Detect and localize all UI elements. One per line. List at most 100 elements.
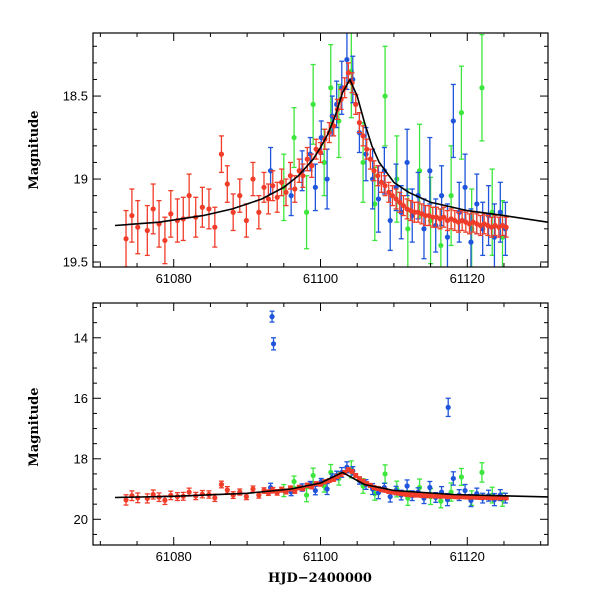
red-point xyxy=(378,179,385,185)
x-axis-label: HJD−2400000 xyxy=(268,571,372,586)
red-point xyxy=(224,181,230,187)
green-point xyxy=(360,159,366,166)
green-point xyxy=(458,110,465,116)
blue-point xyxy=(450,118,456,124)
red-point xyxy=(411,209,418,215)
red-point xyxy=(270,183,276,189)
red-point xyxy=(230,209,236,215)
red-point xyxy=(129,212,135,219)
blue-point xyxy=(404,483,410,489)
red-point xyxy=(162,237,168,244)
red-point xyxy=(353,101,359,107)
red-point xyxy=(144,227,150,234)
red-point xyxy=(364,146,370,152)
blue-point xyxy=(427,484,433,491)
red-point xyxy=(243,494,249,500)
red-point xyxy=(503,224,509,230)
plot-area xyxy=(114,310,548,509)
red-point xyxy=(441,214,447,220)
bottom-y-axis-label: Magnitude xyxy=(27,387,42,466)
blue-point xyxy=(404,159,410,166)
red-point xyxy=(279,179,285,185)
y-tick-label: 18.5 xyxy=(63,89,88,104)
red-point xyxy=(309,163,315,169)
red-point xyxy=(296,168,302,174)
model-curve xyxy=(114,471,548,499)
green-point xyxy=(303,209,310,215)
x-tick-label: 61100 xyxy=(303,271,338,286)
red-point xyxy=(243,217,249,224)
green-point xyxy=(438,498,444,504)
bottom-panel: 61080 61100 61120 14 16 18 20 xyxy=(74,302,549,564)
y-tick-label: 20 xyxy=(74,512,88,527)
red-point xyxy=(162,497,168,503)
red-point xyxy=(382,183,388,189)
outlier-point xyxy=(270,341,277,347)
blue-point xyxy=(444,234,451,240)
red-point xyxy=(186,193,192,199)
red-point xyxy=(250,486,256,492)
blue-point xyxy=(450,475,456,482)
red-point xyxy=(168,492,174,498)
blue-point xyxy=(462,487,468,494)
x-tick-label: 61080 xyxy=(156,549,192,564)
green-point xyxy=(405,226,411,232)
green-point xyxy=(291,478,297,485)
y-tick-label: 19.5 xyxy=(63,255,88,270)
red-point xyxy=(292,488,298,494)
blue-point xyxy=(497,209,503,215)
red-point xyxy=(150,491,156,498)
green-point xyxy=(448,193,454,199)
red-point xyxy=(206,206,212,212)
green-point xyxy=(479,85,485,91)
green-point xyxy=(303,492,310,498)
y-tick-label: 14 xyxy=(74,330,88,345)
red-point xyxy=(199,204,205,210)
y-tick-label: 19 xyxy=(74,172,88,187)
green-point xyxy=(458,474,465,480)
blue-point xyxy=(462,184,468,190)
blue-point xyxy=(324,486,330,492)
red-point xyxy=(422,212,429,219)
red-point xyxy=(212,224,218,230)
red-point xyxy=(168,211,174,217)
red-point xyxy=(304,156,310,162)
blue-point xyxy=(474,201,480,207)
red-point xyxy=(261,184,267,190)
red-point xyxy=(356,120,362,126)
green-point xyxy=(394,176,400,182)
green-point xyxy=(438,242,444,249)
green-point xyxy=(382,471,388,477)
red-point xyxy=(123,236,129,242)
green-point xyxy=(310,101,316,107)
red-point xyxy=(360,133,366,139)
red-point xyxy=(313,146,319,152)
red-point xyxy=(212,495,218,501)
y-tick-label: 16 xyxy=(74,391,88,406)
plot-area xyxy=(114,33,548,267)
blue-point xyxy=(312,184,318,190)
red-point xyxy=(218,481,225,488)
red-point xyxy=(345,70,351,76)
blue-point xyxy=(468,239,474,245)
top-panel: 61080 61100 61120 18.5 19 19.5 xyxy=(63,32,549,286)
green-point xyxy=(321,159,327,166)
blue-point xyxy=(427,168,433,174)
red-point xyxy=(300,173,306,179)
red-point xyxy=(256,492,262,498)
blue-point xyxy=(387,494,393,500)
red-point xyxy=(397,199,403,205)
outlier-point xyxy=(269,314,275,320)
red-point xyxy=(218,151,225,157)
blue-point xyxy=(288,193,294,199)
blue-point xyxy=(438,193,445,199)
y-tick-label: 18 xyxy=(74,451,88,466)
red-point xyxy=(393,196,399,202)
x-tick-label: 61100 xyxy=(303,549,338,564)
red-point xyxy=(250,176,256,182)
model-curve xyxy=(114,77,548,227)
x-tick-label: 61120 xyxy=(450,271,485,286)
red-point xyxy=(356,476,362,482)
red-point xyxy=(265,196,271,202)
top-y-axis-label: Magnitude xyxy=(27,110,42,189)
